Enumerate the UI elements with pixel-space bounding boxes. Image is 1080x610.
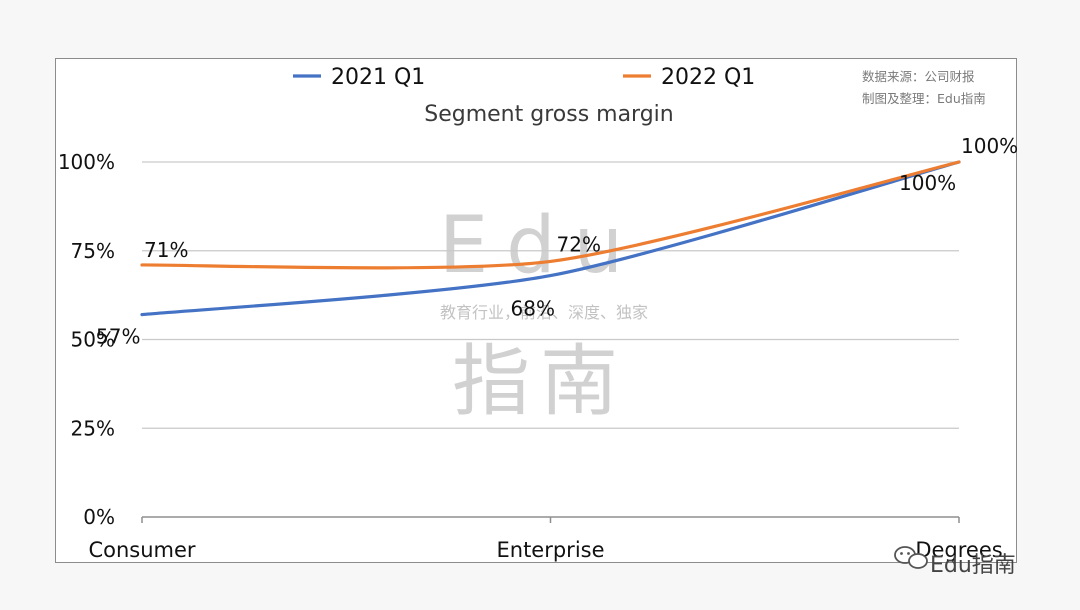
watermark-tagline: 教育行业，前沿、深度、独家 <box>440 303 648 322</box>
brand-name: Edu指南 <box>930 553 1016 578</box>
brand-mark: Edu指南 <box>894 546 1016 578</box>
y-tick-label: 25% <box>71 416 115 440</box>
data-label: 71% <box>144 238 188 262</box>
x-category-label: Enterprise <box>496 538 604 562</box>
data-labels: 57% 68% 100% 71% 72% 100% <box>96 134 1018 349</box>
y-axis-tick-labels: 0% 25% 50% 75% 100% <box>58 150 115 529</box>
series-lines <box>140 160 961 317</box>
watermark-latin: Edu <box>439 201 641 291</box>
grid-lines <box>142 161 959 429</box>
legend-label: 2022 Q1 <box>661 65 755 90</box>
y-tick-label: 50% <box>71 328 115 352</box>
legend: 2021 Q1 2022 Q1 <box>293 65 755 90</box>
source-note-line2: 制图及整理：Edu指南 <box>862 91 986 106</box>
watermark-cn: 指南 <box>452 337 628 427</box>
wechat-icon <box>894 546 928 569</box>
y-tick-label: 75% <box>71 239 115 263</box>
series-line <box>140 160 961 317</box>
data-label: 72% <box>557 232 601 256</box>
x-category-label: Consumer <box>88 538 195 562</box>
chart-title: Segment gross margin <box>424 102 674 127</box>
series-line <box>140 160 961 270</box>
x-category-label: Degrees <box>915 538 1002 562</box>
y-tick-label: 100% <box>58 150 115 174</box>
data-label: 57% <box>96 325 140 349</box>
data-label: 100% <box>899 171 956 195</box>
source-note-line1: 数据来源：公司财报 <box>862 69 975 84</box>
data-label: 100% <box>961 134 1018 158</box>
data-label: 68% <box>511 297 555 321</box>
legend-label: 2021 Q1 <box>331 65 425 90</box>
x-axis: Consumer Enterprise Degrees <box>88 516 1003 562</box>
y-tick-label: 0% <box>83 505 115 529</box>
watermark: Edu 教育行业，前沿、深度、独家 指南 <box>439 201 648 427</box>
